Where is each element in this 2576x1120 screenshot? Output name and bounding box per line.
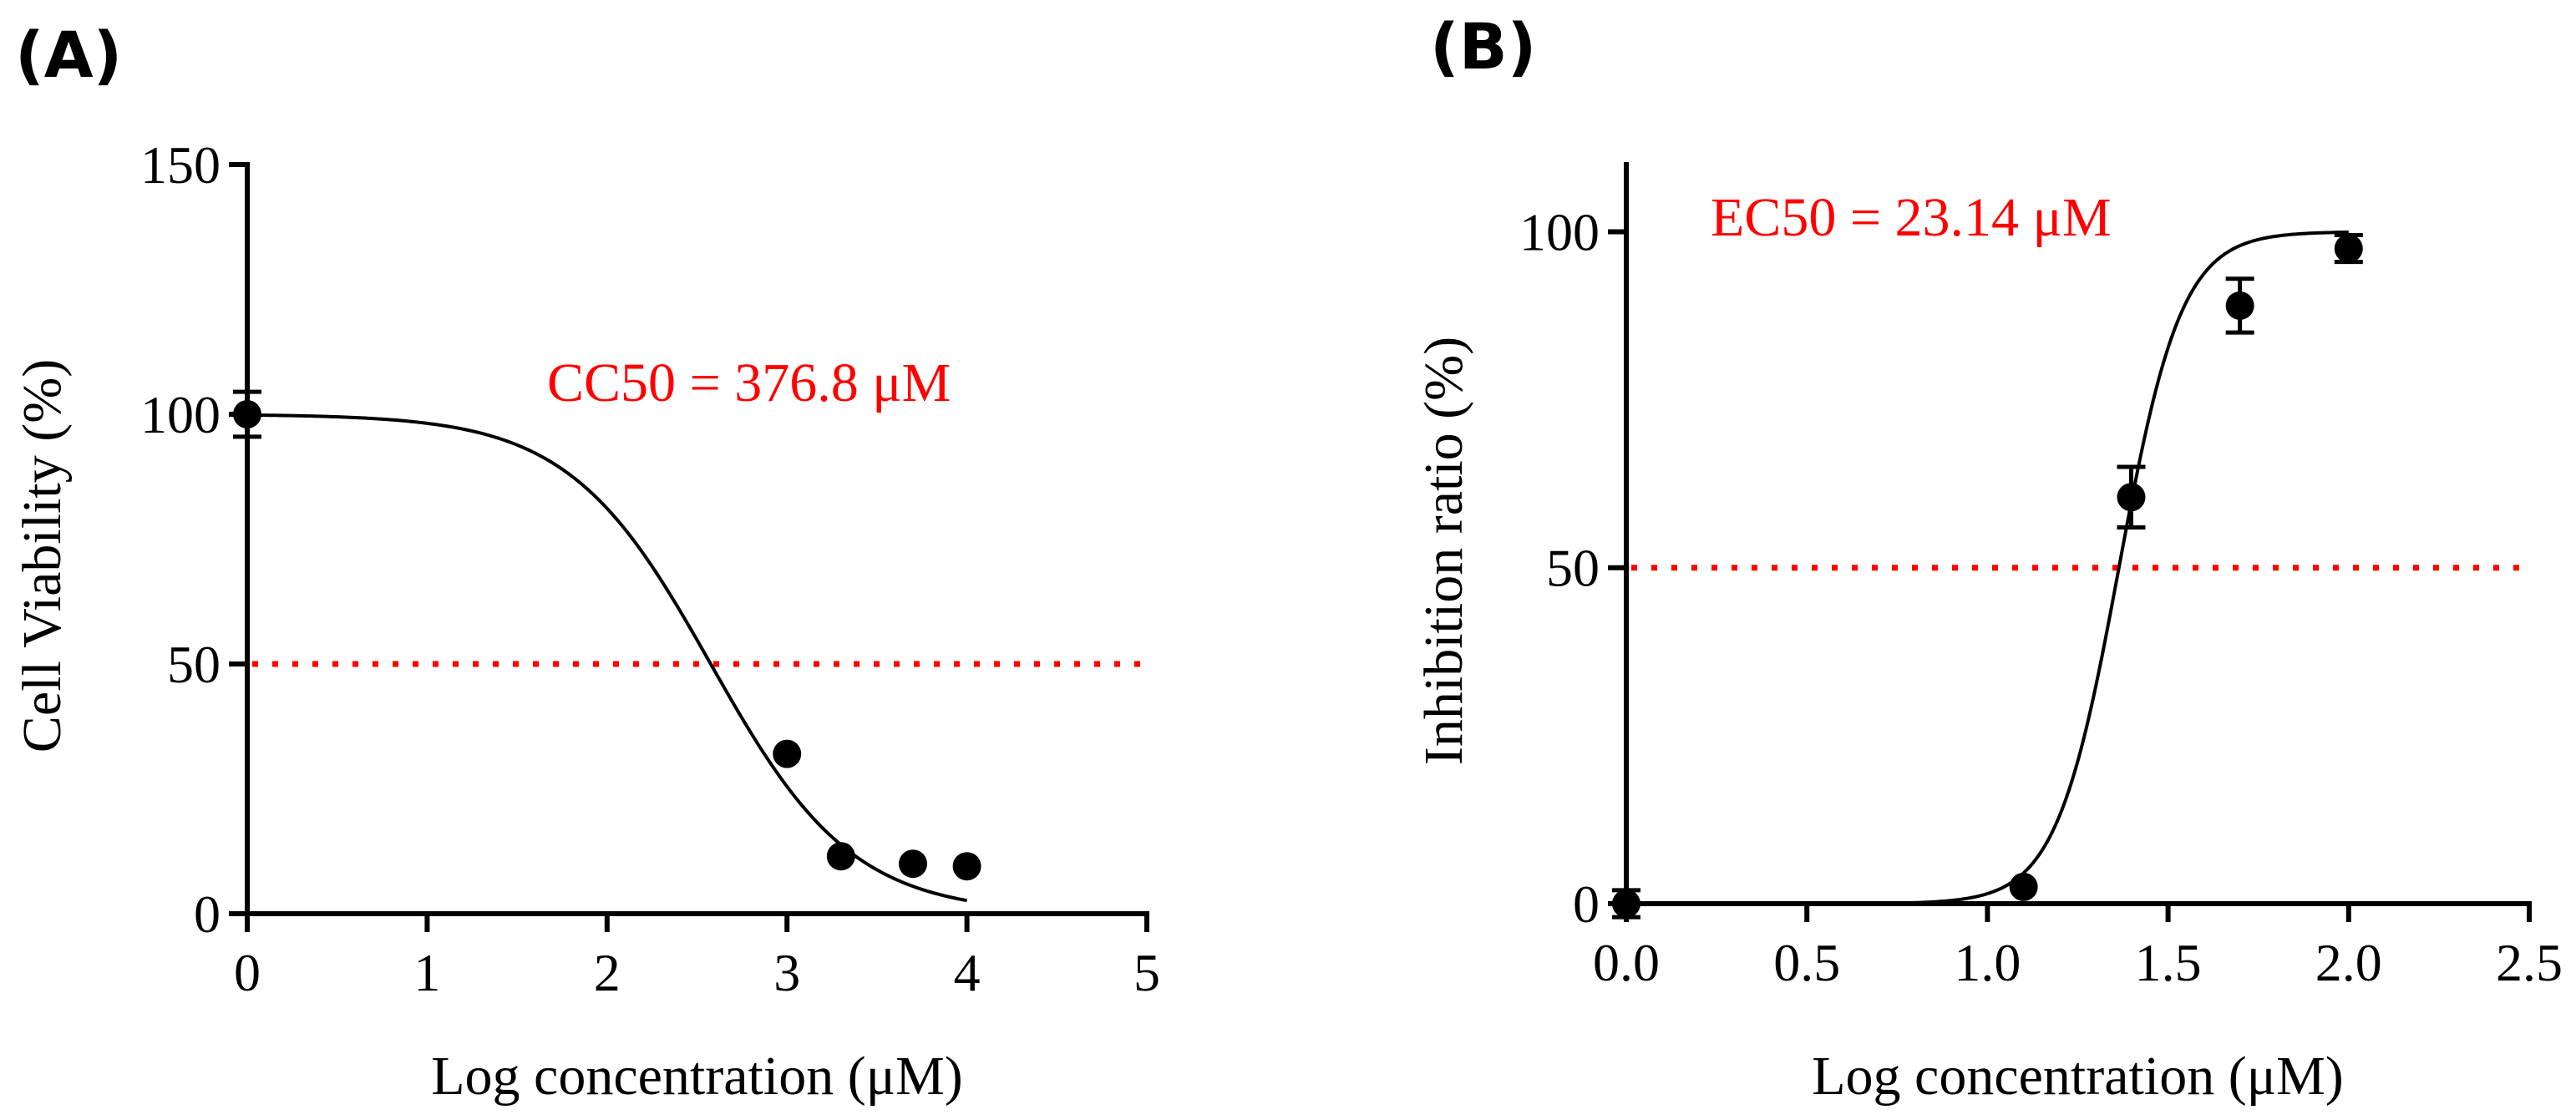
panel-b-x-tick-label: 2.0 [2315, 933, 2382, 992]
panel-b-x-axis-title: Log concentration (μM) [1812, 1046, 2344, 1107]
panel-b-y-tick-label: 100 [1519, 202, 1600, 261]
panel-b-data-point [2117, 483, 2146, 512]
panel-a-data-point [898, 849, 927, 879]
panel-a-y-axis-title: Cell Viability (%) [12, 359, 73, 753]
panel-b-data-point [1612, 889, 1640, 918]
panel-a-data-point [233, 400, 261, 428]
panel-a-y-tick-label: 50 [167, 635, 221, 694]
panel-b-data-point [2225, 291, 2254, 320]
panel-b-y-tick-label: 50 [1546, 539, 1600, 598]
panel-a-x-tick-label: 2 [594, 943, 621, 1002]
panel-b-fit-curve [1626, 230, 2349, 905]
panel-a-data-point [952, 852, 981, 881]
panel-b-x-tick-label: 2.5 [2496, 933, 2563, 992]
panel-b-data-point [2009, 872, 2038, 901]
panel-a-x-tick-label: 5 [1133, 943, 1160, 1002]
panel-a-x-tick-label: 3 [773, 943, 800, 1002]
panel-a-data-point [826, 842, 855, 871]
panel-a-x-tick-label: 4 [954, 943, 981, 1002]
panel-b-annotation: EC50 = 23.14 μM [1711, 187, 2112, 248]
panel-b-x-tick-label: 0.5 [1773, 933, 1840, 992]
panel-b: (B) 0 50 100 0.0 0.5 1.0 1.5 2.0 2.5 Log concentra… [1413, 9, 2563, 1107]
panel-a-label: (A) [15, 18, 122, 92]
panel-a-y-tick-label: 0 [194, 884, 221, 944]
panel-a: (A) 0 50 100 150 0 1 2 3 4 5 Log concentration (μM)… [12, 18, 1160, 1107]
panel-a-y-tick-label: 100 [140, 385, 221, 444]
panel-b-label: (B) [1430, 9, 1536, 84]
panel-b-x-tick-label: 1.0 [1954, 933, 2021, 992]
panel-a-fit-curve [246, 413, 967, 903]
panel-a-data-point [773, 739, 802, 768]
panel-b-x-tick-label: 0.0 [1593, 933, 1660, 992]
panel-a-x-axis-title: Log concentration (μM) [431, 1046, 963, 1107]
panel-a-y-tick-label: 150 [140, 135, 221, 195]
panel-a-x-tick-label: 1 [413, 943, 440, 1002]
panel-b-x-tick-label: 1.5 [2135, 933, 2202, 992]
panel-a-annotation: CC50 = 376.8 μM [547, 352, 951, 413]
panel-b-y-axis-title: Inhibition ratio (%) [1413, 337, 1474, 765]
panel-b-y-tick-label: 0 [1573, 874, 1600, 934]
panel-b-data-point [2334, 234, 2363, 263]
panel-a-x-tick-label: 0 [234, 943, 261, 1002]
